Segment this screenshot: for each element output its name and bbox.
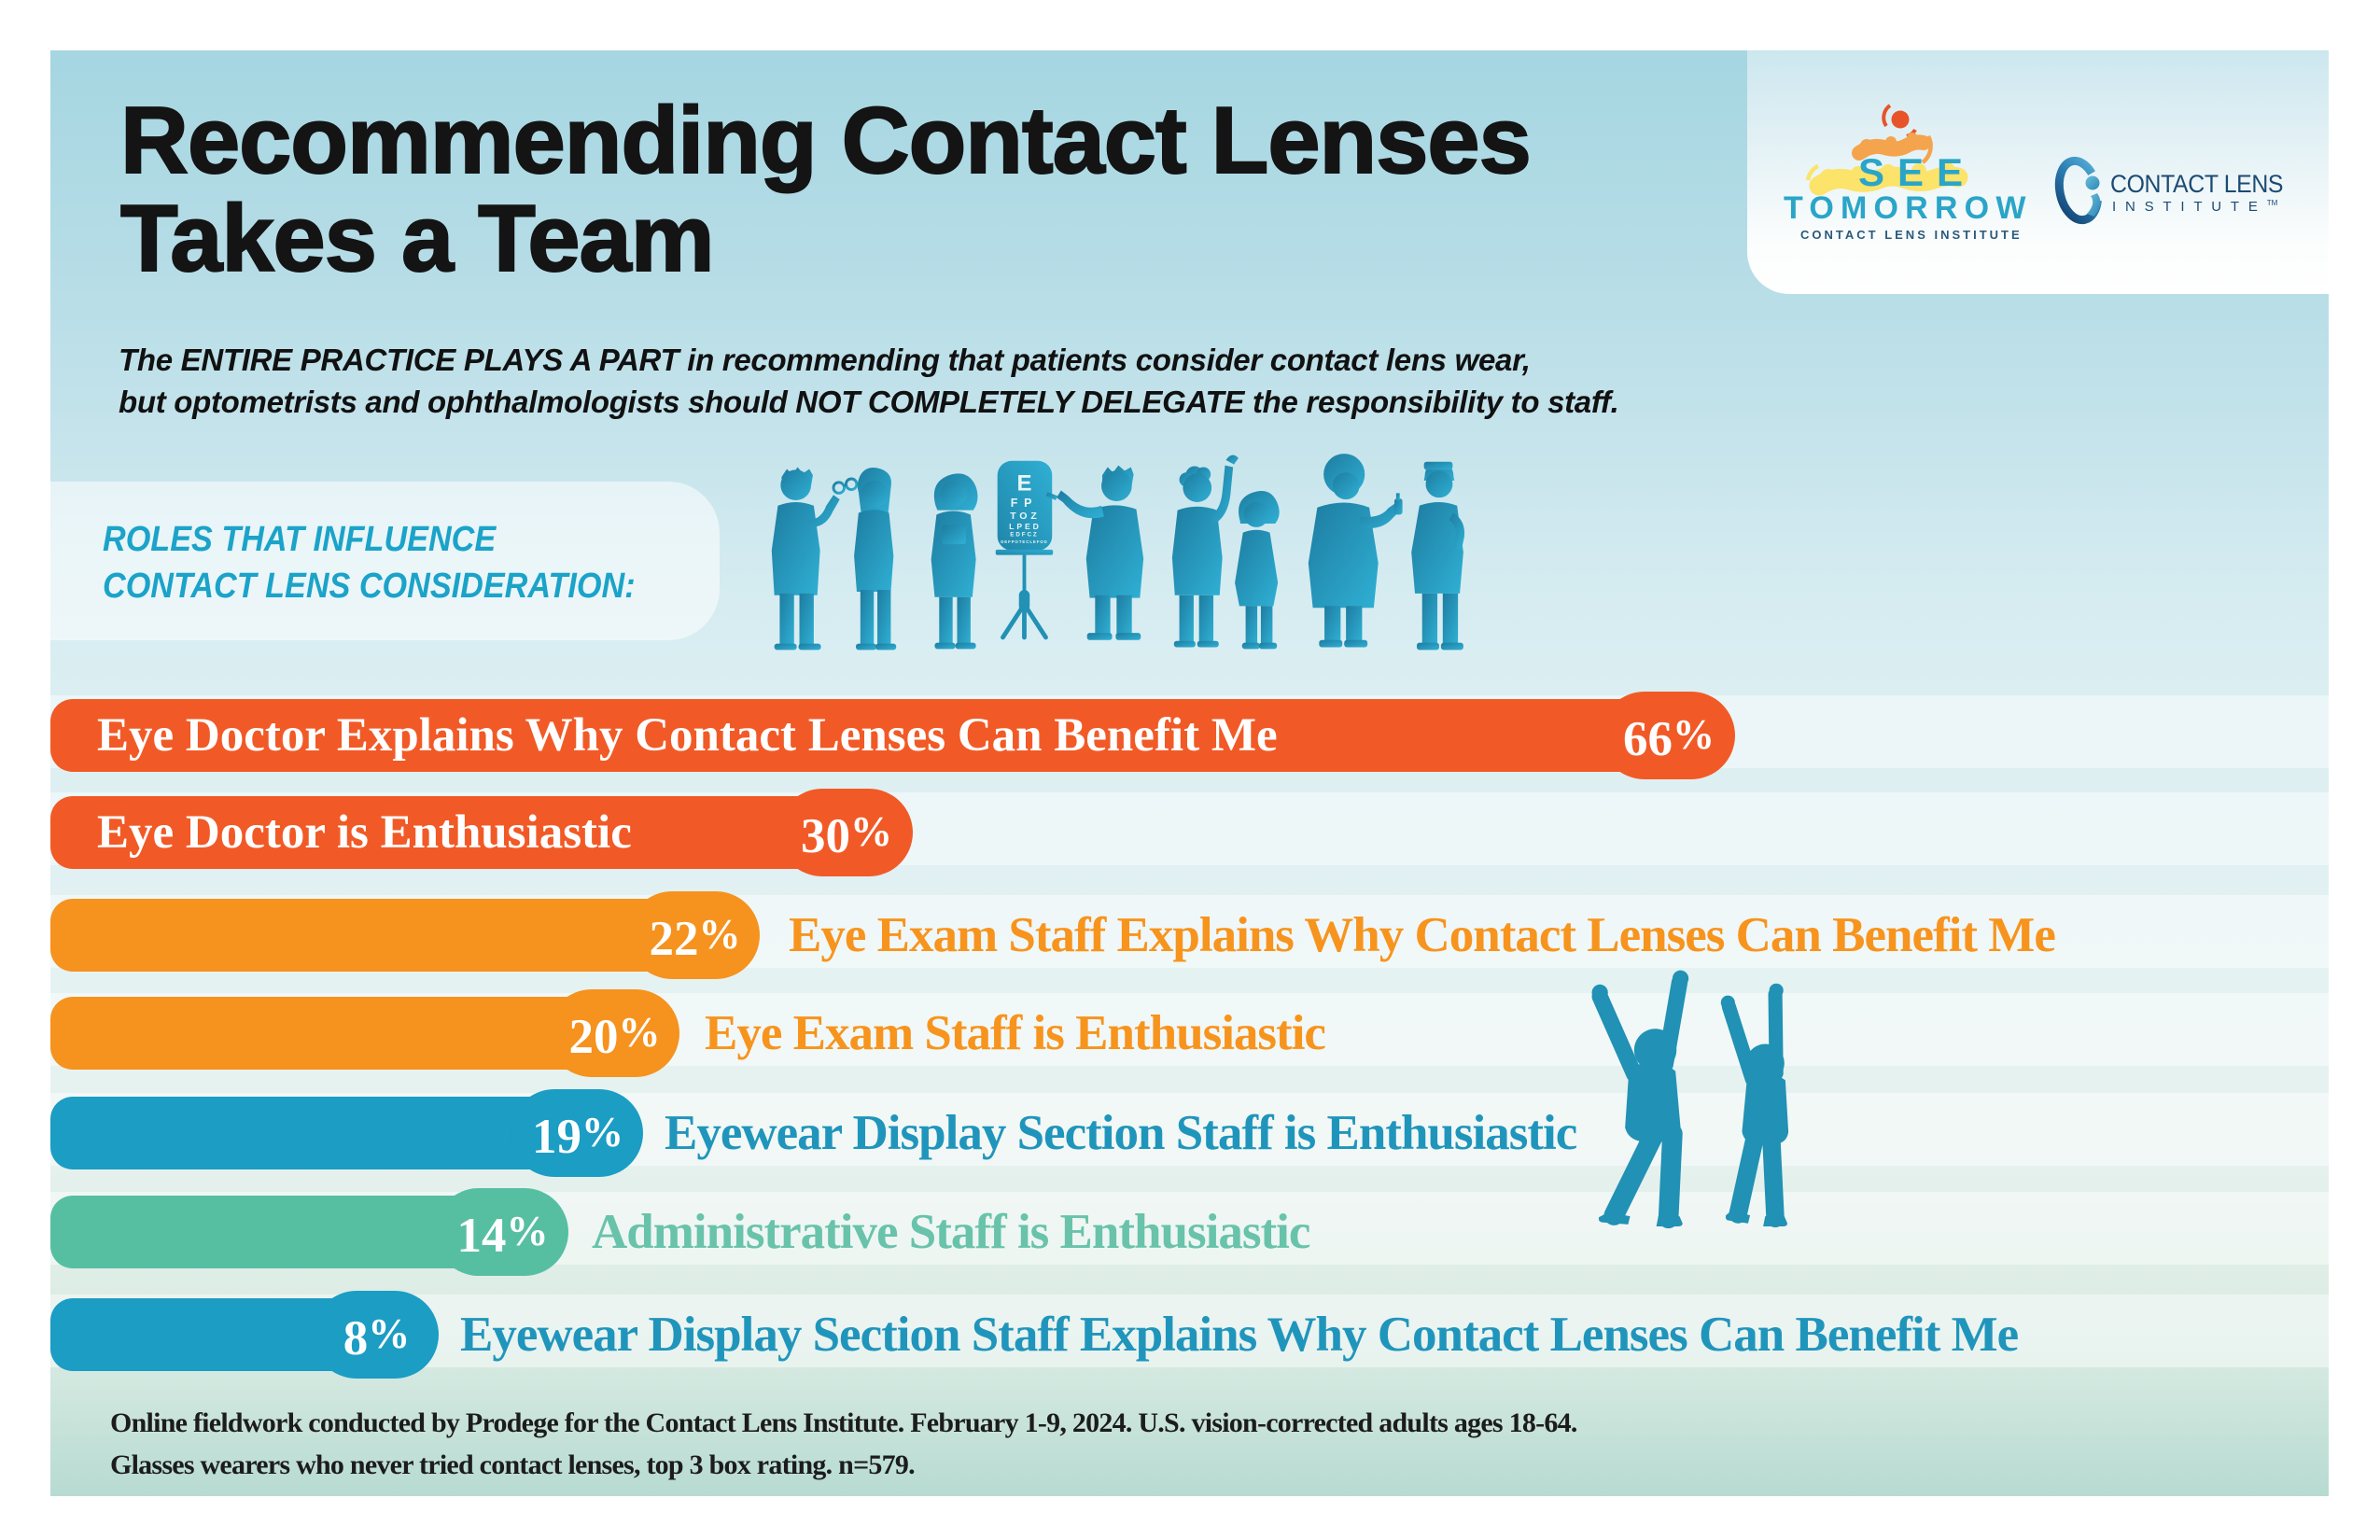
svg-text:LPED: LPED xyxy=(1009,522,1042,531)
svg-text:E: E xyxy=(1016,470,1031,496)
svg-text:EDFCZ: EDFCZ xyxy=(1010,531,1038,538)
svg-text:TOZ: TOZ xyxy=(1010,511,1040,522)
svg-text:FP: FP xyxy=(1011,497,1038,510)
svg-text:DEFPOTECLEFOD: DEFPOTECLEFOD xyxy=(1001,539,1047,544)
